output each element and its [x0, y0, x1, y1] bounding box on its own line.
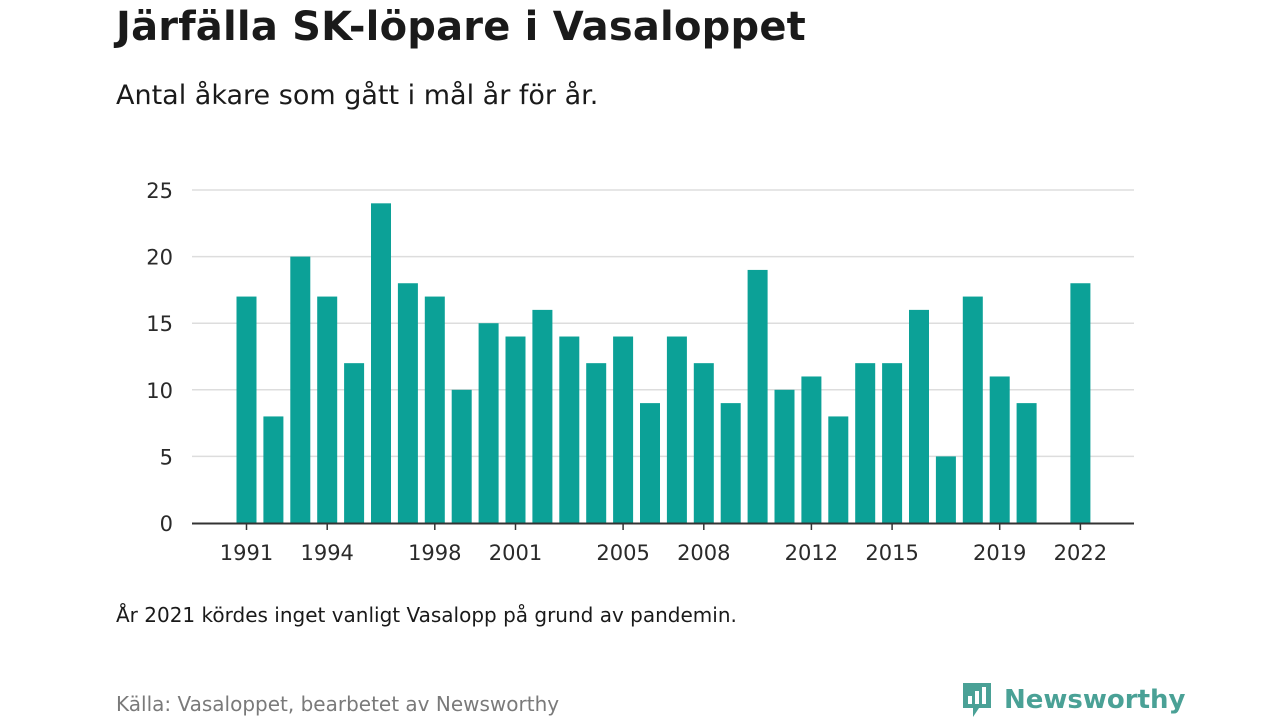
bar-2017 [935, 456, 956, 523]
bar-2009 [720, 403, 741, 523]
bar-chart: 0 5 10 15 20 25 1991 1994 1998 2001 2005 2008 2012 2… [146, 179, 1134, 565]
x-tick-label: 2008 [677, 541, 730, 565]
chart-title: Järfälla SK-löpare i Vasaloppet [116, 4, 806, 50]
bar-2020 [1016, 403, 1037, 523]
bar-1992 [263, 416, 284, 523]
y-tick-label: 20 [146, 246, 173, 270]
bar-2002 [532, 309, 553, 523]
x-tick-label: 1991 [220, 541, 273, 565]
bar-2001 [505, 336, 526, 523]
chart-subtitle: Antal åkare som gått i mål år för år. [116, 80, 599, 111]
bar-2007 [666, 336, 687, 523]
brand-logo[interactable]: Newsworthy [960, 680, 1185, 720]
newsworthy-logo-icon [963, 683, 991, 717]
bar-1999 [451, 389, 472, 523]
bar-2013 [828, 416, 849, 523]
y-tick-label: 5 [160, 445, 173, 469]
bar-1995 [344, 363, 365, 523]
x-tick-label: 2005 [596, 541, 649, 565]
x-axis-ticks: 1991 1994 1998 2001 2005 2008 2012 2015 2019 2022 [220, 524, 1107, 565]
bar-2005 [613, 336, 634, 523]
bar-1991 [236, 296, 257, 523]
bar-2015 [882, 363, 903, 523]
x-tick-label: 2012 [785, 541, 838, 565]
bar-2019 [989, 376, 1010, 523]
y-tick-label: 10 [146, 379, 173, 403]
bars [236, 203, 1091, 523]
bar-2010 [747, 269, 768, 523]
y-axis-ticks: 0 5 10 15 20 25 [146, 179, 173, 536]
x-tick-label: 1998 [408, 541, 461, 565]
x-tick-label: 2019 [973, 541, 1026, 565]
x-tick-label: 2015 [865, 541, 918, 565]
bar-1993 [290, 256, 311, 523]
y-tick-label: 25 [146, 179, 173, 203]
bar-2018 [962, 296, 983, 523]
bar-2008 [693, 363, 714, 523]
brand-name: Newsworthy [1004, 685, 1186, 715]
bar-2014 [855, 363, 876, 523]
x-tick-label: 2001 [489, 541, 542, 565]
bar-2012 [801, 376, 822, 523]
y-tick-label: 0 [160, 512, 173, 536]
bar-2006 [640, 403, 660, 523]
bar-2003 [559, 336, 580, 523]
bar-1998 [424, 296, 445, 523]
bar-2016 [909, 309, 929, 523]
bar-2004 [586, 363, 607, 523]
bar-1996 [371, 203, 391, 523]
x-tick-label: 2022 [1054, 541, 1107, 565]
chart-source: Källa: Vasaloppet, bearbetet av Newswort… [116, 692, 560, 716]
x-tick-label: 1994 [300, 541, 353, 565]
bar-1997 [397, 283, 418, 523]
bar-1994 [317, 296, 338, 523]
bar-2022 [1070, 283, 1091, 523]
chart-note: År 2021 kördes inget vanligt Vasalopp på… [116, 603, 737, 627]
y-tick-label: 15 [146, 312, 173, 336]
bar-2011 [774, 389, 795, 523]
bar-2000 [478, 323, 499, 523]
